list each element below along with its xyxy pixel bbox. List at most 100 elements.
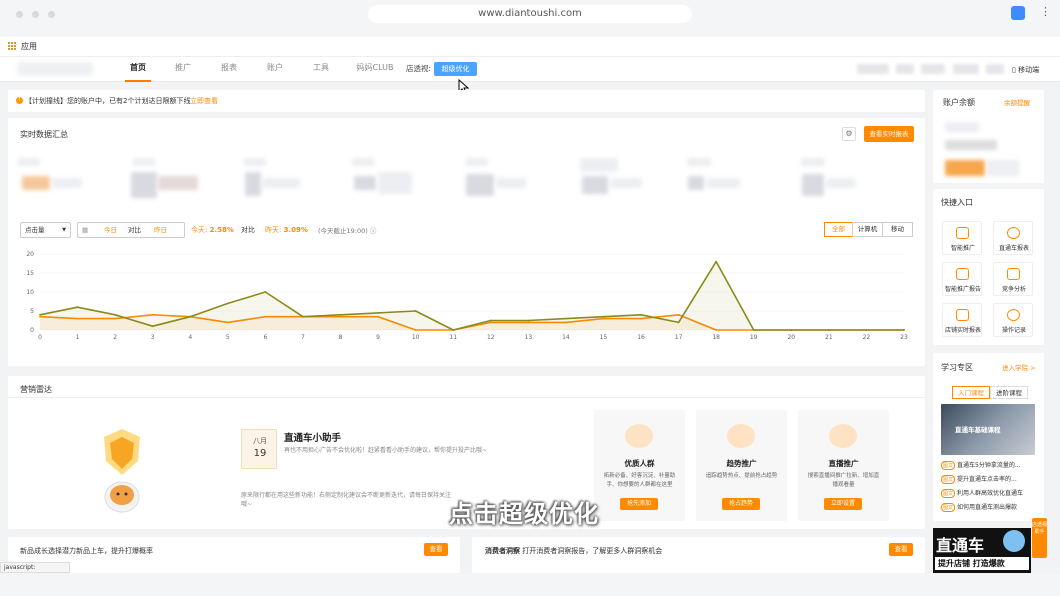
nav-mama-club[interactable]: 妈妈CLUB <box>356 63 394 72</box>
y-tick-label: 15 <box>26 270 34 277</box>
browser-bottom-frame <box>0 574 1060 596</box>
series-area-1 <box>40 261 904 330</box>
window-maximize-dot[interactable] <box>48 11 55 18</box>
window-close-dot[interactable] <box>16 11 23 18</box>
view-realtime-report-button[interactable]: 查看实时报表 <box>864 126 914 142</box>
calendar-icon: ▦ <box>82 226 89 234</box>
nav-home[interactable]: 首页 <box>125 57 151 82</box>
x-tick-label: 12 <box>487 334 495 341</box>
realtime-title: 实时数据汇总 <box>20 130 68 139</box>
date-day: 19 <box>253 448 267 459</box>
quick-label: 店铺实时报表 <box>944 327 981 334</box>
quick-realtime-report[interactable]: 店铺实时报表 <box>942 303 982 337</box>
report-chart-icon <box>1007 227 1020 239</box>
learn-item[interactable]: 图文 提升直通车点击率的... <box>941 474 1017 484</box>
course-banner-text: 直通车基础课程 <box>955 426 1001 434</box>
x-tick-label: 9 <box>376 334 380 341</box>
assistant-text-2: 原来限行都在用这些新功能！右侧定制化建议会不断更新迭代，请每日保持关注哦~ <box>241 492 452 508</box>
cutoff-text: (今天截止19:00) ⓘ <box>318 225 376 235</box>
quick-ztc-report[interactable]: 直通车报表 <box>993 221 1033 255</box>
learn-item[interactable]: 图文 利用人群高效优化直通车 <box>941 488 1023 498</box>
window-minimize-dot[interactable] <box>32 11 39 18</box>
learn-item-text: 利用人群高效优化直通车 <box>957 490 1024 497</box>
data-point <box>527 321 530 324</box>
browser-menu-icon[interactable]: ⋮ <box>1040 5 1051 18</box>
quick-history[interactable]: 操作记录 <box>993 303 1033 337</box>
data-point <box>602 317 605 320</box>
apps-grid-icon[interactable] <box>8 42 16 50</box>
video-subtitle: 点击超级优化 <box>449 500 599 528</box>
notice-view-link[interactable]: 立即查看 <box>190 97 218 105</box>
x-tick-label: 8 <box>339 334 343 341</box>
enter-academy-link[interactable]: 进入学院 > <box>1002 364 1036 372</box>
seize-trend-button[interactable]: 抢占趋势 <box>722 498 760 510</box>
x-tick-label: 22 <box>863 334 871 341</box>
learn-item[interactable]: 图文 直通车5分钟拿流量的... <box>941 460 1021 470</box>
data-point <box>377 315 379 318</box>
extension-icon[interactable] <box>1011 6 1025 20</box>
feature-title: 优质人群 <box>624 459 655 468</box>
data-point <box>640 313 642 316</box>
data-point <box>752 329 755 331</box>
data-point <box>903 329 905 331</box>
balance-blur-3[interactable] <box>945 160 985 176</box>
quick-smart-promo[interactable]: 智能推广 <box>942 221 982 255</box>
promo-ad-banner[interactable]: 直通车 提升店铺 打造爆款 <box>933 528 1031 573</box>
consumer-insight-view-button[interactable]: 查看 <box>889 543 913 556</box>
x-tick-label: 14 <box>562 334 570 341</box>
smart-promo-icon <box>956 227 969 239</box>
device-tab-all[interactable]: 全部 <box>824 222 853 237</box>
top-navigation: 首页 推广 报表 账户 工具 妈妈CLUB 店透视: 超级优化 ▯ 移动端 <box>0 57 1060 82</box>
consumer-insight-title: 消费者洞察 <box>485 547 520 555</box>
nav-account[interactable]: 账户 <box>267 63 283 72</box>
add-crowd-button[interactable]: 抢先添加 <box>620 498 658 510</box>
assistant-date-box: 八月 19 <box>241 429 277 469</box>
user-info-blur-3 <box>921 64 945 74</box>
tab-advanced[interactable]: 进阶课程 <box>990 386 1028 399</box>
series-line-1 <box>39 260 904 331</box>
device-tab-pc[interactable]: 计算机 <box>852 222 883 237</box>
assistant-text: 再也不用担心广告不会优化啦！赶紧看看小助手的建议，帮你提升投产比哦~ <box>284 447 488 454</box>
data-point <box>640 317 642 320</box>
address-bar[interactable]: www.diantoushi.com <box>368 5 692 23</box>
bookmarks-bar: 应用 <box>0 37 1060 57</box>
device-tab-mobile[interactable]: 移动 <box>882 222 913 237</box>
quick-entry-title: 快捷入口 <box>941 198 973 207</box>
notice-tag: 【计划撞线】 <box>25 97 67 105</box>
metric-select[interactable]: 点击量 ▼ <box>20 222 71 238</box>
setup-live-button[interactable]: 立即设置 <box>824 498 862 510</box>
quick-competition[interactable]: 竞争分析 <box>993 262 1033 296</box>
new-product-view-button[interactable]: 查看 <box>424 543 448 556</box>
mobile-link[interactable]: ▯ 移动端 <box>1012 66 1040 74</box>
quick-smart-report[interactable]: 智能推广报告 <box>942 262 982 296</box>
date-compare-picker[interactable]: ▦ 今日 对比 昨日 <box>77 222 185 238</box>
learn-item[interactable]: 图文 如何用直通车测出爆款 <box>941 502 1017 512</box>
data-point <box>565 321 567 324</box>
help-icon[interactable]: ⓘ <box>369 227 377 235</box>
nav-tools[interactable]: 工具 <box>313 63 329 72</box>
learn-item-text: 提升直通车点击率的... <box>957 476 1017 483</box>
balance-reminder-link[interactable]: 余额提醒 <box>1004 99 1030 107</box>
learn-item-tag: 图文 <box>941 489 956 498</box>
apps-bookmark[interactable]: 应用 <box>21 42 37 51</box>
super-optimize-button[interactable]: 超级优化 <box>434 62 477 76</box>
y-tick-label: 5 <box>30 308 34 315</box>
data-point <box>302 315 304 318</box>
tab-beginner[interactable]: 入门课程 <box>952 386 990 399</box>
data-point <box>452 329 455 331</box>
learn-item-text: 如何用直通车测出爆款 <box>957 504 1018 511</box>
balance-blur-1 <box>945 122 979 132</box>
data-point <box>414 329 417 331</box>
data-point <box>151 313 154 316</box>
feature-desc: 搜索直播间推广拉新、增加直播观看量 <box>807 473 880 488</box>
nav-promotion[interactable]: 推广 <box>175 63 191 72</box>
assistant-side-badge[interactable]: 店透视助手 <box>1032 518 1047 558</box>
course-banner[interactable]: 直通车基础课程 <box>941 404 1035 455</box>
nav-reports[interactable]: 报表 <box>221 63 237 72</box>
data-point <box>114 317 117 320</box>
settings-icon[interactable]: ⚙ <box>842 127 856 141</box>
data-point <box>489 321 492 324</box>
site-logo[interactable] <box>17 62 93 76</box>
date-month: 八月 <box>253 437 267 445</box>
data-point <box>489 319 492 322</box>
